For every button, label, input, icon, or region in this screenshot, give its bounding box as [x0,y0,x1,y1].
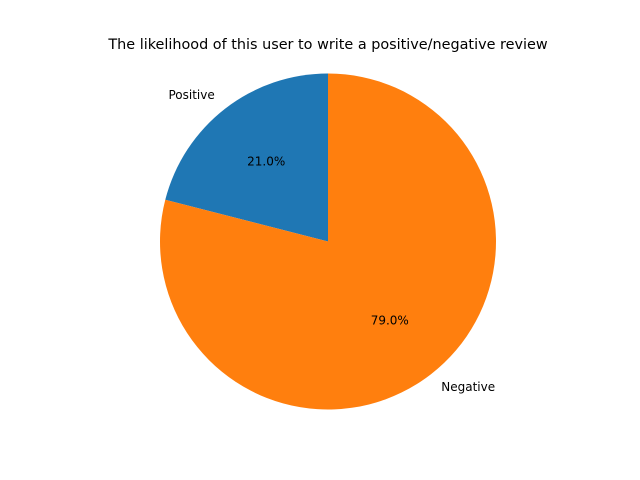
chart-title: The likelihood of this user to write a p… [107,37,547,53]
slice-percent-positive: 21.0% [247,154,285,168]
pie-slice-positive [165,73,328,242]
slice-percent-negative: 79.0% [371,314,409,328]
pie-labels: Positive 21.0% Negative 79.0% [168,88,495,394]
slice-label-positive: Positive [168,88,214,102]
pie-slices [160,73,496,410]
pie-slice-negative [160,73,496,410]
slice-label-negative: Negative [441,380,495,394]
